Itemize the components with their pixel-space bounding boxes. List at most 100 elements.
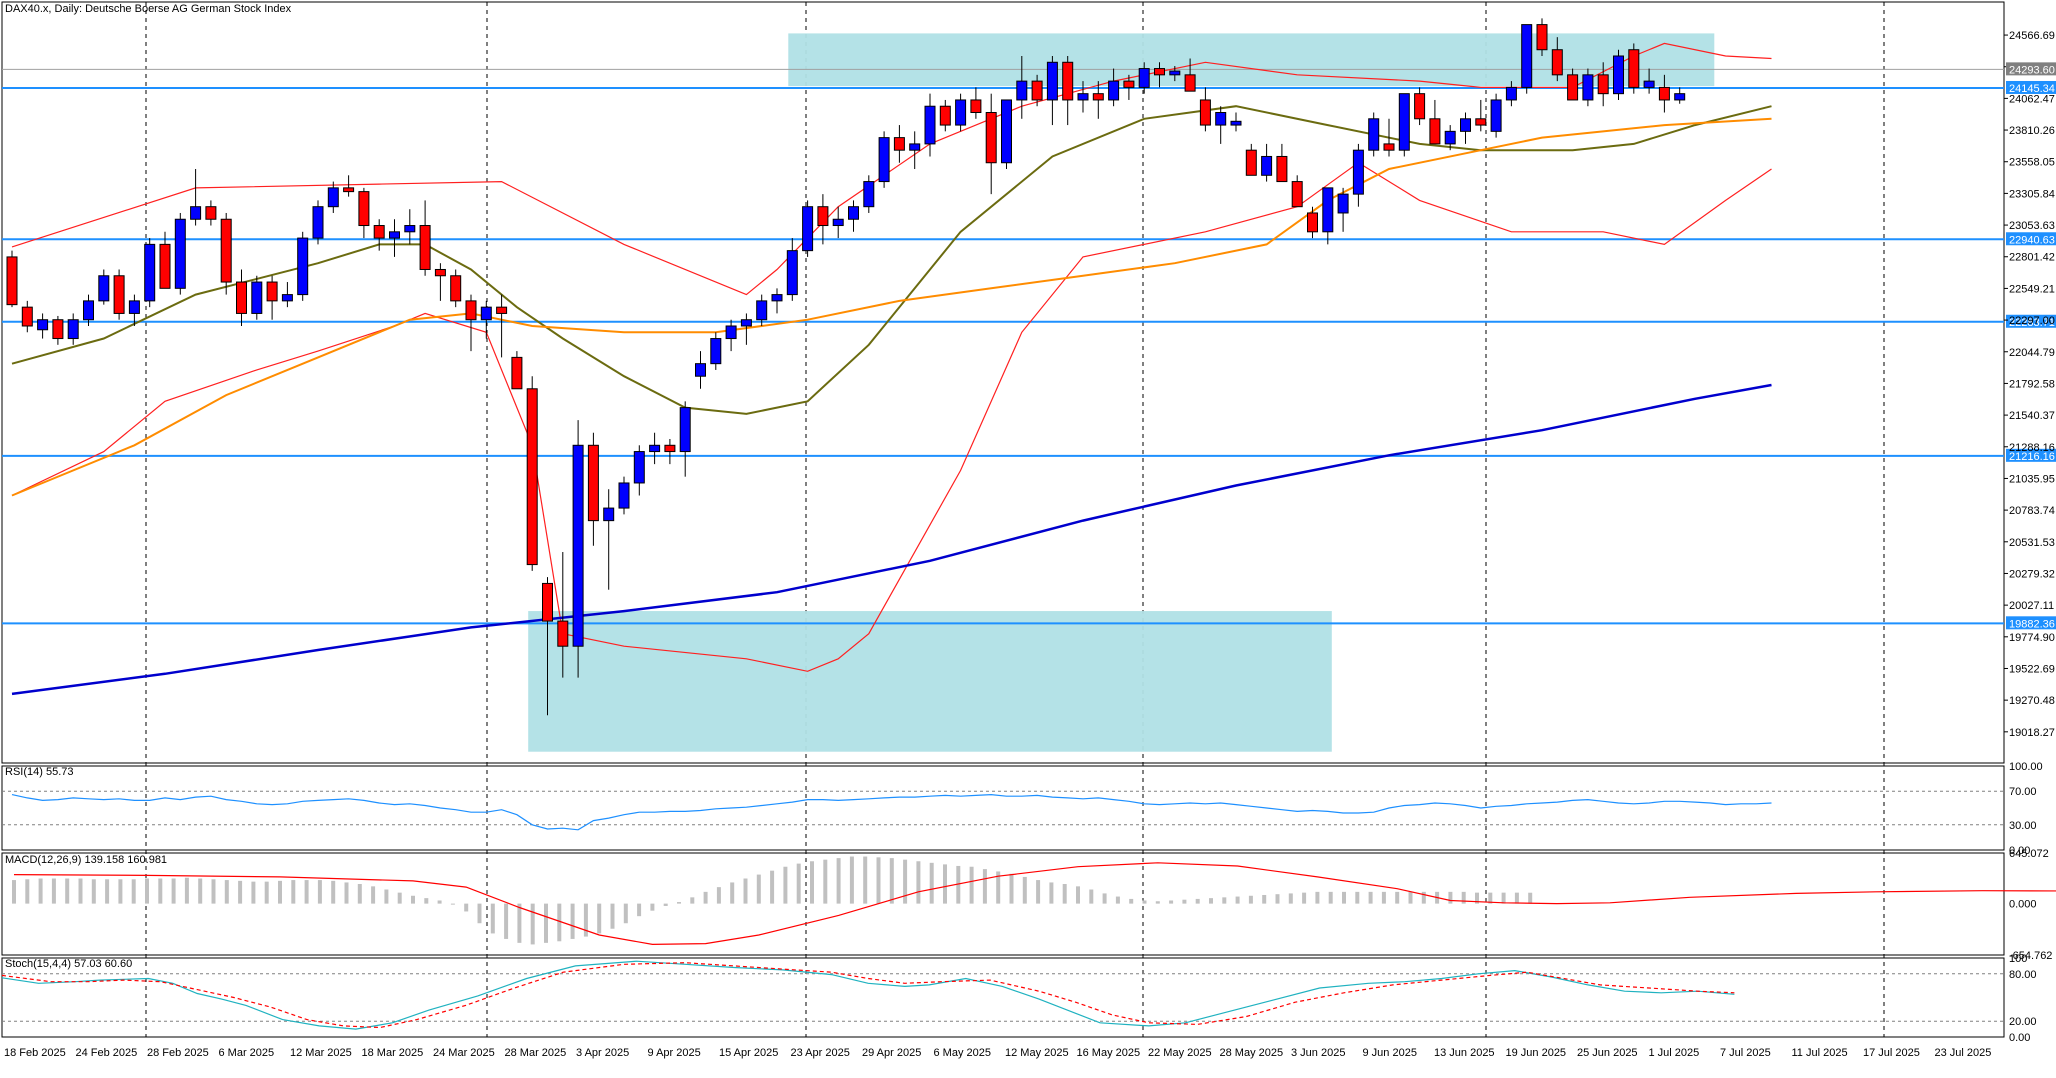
level-label-bg (2006, 448, 2056, 462)
macd-histogram-bar (131, 879, 136, 904)
macd-tick-label: 645.072 (2009, 848, 2049, 860)
candle-bear (1383, 143, 1395, 151)
candle-bull (1322, 187, 1334, 233)
macd-histogram-bar (690, 897, 695, 904)
macd-histogram-bar (1355, 891, 1360, 904)
macd-histogram-bar (411, 895, 415, 904)
candle-bull (740, 319, 752, 327)
candle-bull (572, 444, 584, 647)
macd-histogram-bar (889, 858, 894, 904)
candle-bull (1643, 80, 1655, 88)
candle-bear (817, 206, 829, 227)
candle-bear (1475, 118, 1487, 126)
macd-histogram-bar (291, 880, 296, 904)
current-price-label: 24293.60 (2009, 64, 2055, 76)
candle-bear (1307, 212, 1318, 233)
macd-histogram-bar (251, 881, 256, 904)
macd-histogram-bar (716, 887, 721, 904)
candle-bear (1154, 68, 1165, 76)
level-label-bg (2006, 80, 2056, 94)
macd-histogram-bar (1461, 891, 1466, 904)
macd-histogram-bar (730, 882, 735, 904)
candle-bull (756, 300, 768, 321)
candle-bear (419, 225, 431, 270)
candle-bear (1199, 99, 1211, 126)
macd-histogram-bar (278, 880, 282, 904)
macd-histogram-bar (1421, 891, 1426, 904)
candle-bear (939, 105, 951, 126)
macd-histogram-bar (1049, 882, 1054, 904)
date-label: 6 Mar 2025 (219, 1047, 275, 1059)
horizontal-levels[interactable]: 24145.34 22940.63 22283.71 21216.16 19882.36 (2, 68, 2056, 630)
candle-bull (98, 275, 110, 302)
candle-bear (450, 275, 462, 302)
macd-histogram-bar (211, 879, 216, 904)
candle-bear (434, 268, 446, 277)
candle-bull (1398, 93, 1410, 151)
macd-histogram-bar (517, 903, 522, 943)
macd-histogram-bar (1209, 898, 1213, 904)
macd-histogram-bar (996, 871, 1001, 904)
candle-bull (832, 218, 844, 227)
candle-bear (1429, 118, 1441, 145)
candle-bear (526, 388, 538, 566)
candle-bear (1414, 93, 1426, 120)
candle-bull (848, 206, 859, 220)
price-tick-label: 21035.95 (2009, 473, 2055, 485)
date-label: 24 Mar 2025 (433, 1047, 495, 1059)
macd-histogram-bar (1036, 880, 1041, 904)
sto-tick-label: 100 (2009, 953, 2027, 965)
candle-bear (1062, 61, 1074, 101)
candle-bear (557, 620, 569, 647)
macd-histogram-bar (1488, 892, 1493, 904)
candle-bull (1138, 68, 1150, 88)
date-label: 9 Jun 2025 (1363, 1047, 1417, 1059)
candle-bear (511, 356, 523, 390)
macd-histogram-bar (810, 861, 814, 904)
date-label: 11 Jul 2025 (1792, 1047, 1848, 1059)
candle-bear (1184, 74, 1196, 92)
date-label: 28 Mar 2025 (505, 1047, 567, 1059)
candle-bear (542, 582, 553, 622)
macd-histogram-bar (105, 879, 110, 904)
rsi-tick-label: 100.00 (2009, 761, 2043, 773)
candle-bear (1551, 49, 1563, 76)
date-label: 18 Feb 2025 (4, 1047, 66, 1059)
zones (528, 33, 1715, 752)
candle-bear (1628, 49, 1640, 88)
candles[interactable] (6, 18, 1686, 716)
panel-frame-main (1, 1, 2005, 764)
macd-histogram-bar (1076, 886, 1080, 904)
macd-histogram-bar (198, 878, 203, 904)
candle-bull (1613, 55, 1624, 95)
price-tick-label: 22549.21 (2009, 283, 2055, 295)
date-label: 24 Feb 2025 (76, 1047, 138, 1059)
candle-bull (327, 187, 339, 208)
price-tick-label: 24566.69 (2009, 30, 2055, 42)
stoch-signal-line (1, 962, 1735, 1029)
level-label-bg (2006, 314, 2056, 328)
rsi-tick-label: 70.00 (2009, 786, 2037, 798)
candle-bull (909, 143, 921, 151)
macd-histogram-bar (1368, 891, 1373, 904)
date-label: 25 Jun 2025 (1577, 1047, 1638, 1059)
macd-histogram-bar (756, 874, 761, 904)
macd-histogram-bar (397, 892, 402, 904)
macd-histogram-bar (903, 859, 908, 904)
macd-histogram-bar (583, 903, 588, 937)
macd-histogram-bar (1528, 892, 1533, 904)
macd-histogram-bar (1195, 898, 1200, 904)
macd-histogram-bar (876, 857, 881, 904)
macd-histogram-bar (51, 878, 56, 904)
macd-histogram-bar (1342, 891, 1346, 904)
stoch-title: Stoch(15,4,4) 57.03 60.60 (5, 958, 132, 970)
rsi-tick-label: 30.00 (2009, 820, 2037, 832)
candle-bull (924, 105, 936, 145)
macd-histogram-bar (238, 880, 243, 904)
price-tick-label: 20531.53 (2009, 537, 2055, 549)
macd-histogram-bar (557, 903, 562, 942)
macd-histogram-bar (929, 862, 934, 904)
macd-histogram-bar (1288, 893, 1293, 904)
macd-histogram-bar (1275, 894, 1280, 904)
